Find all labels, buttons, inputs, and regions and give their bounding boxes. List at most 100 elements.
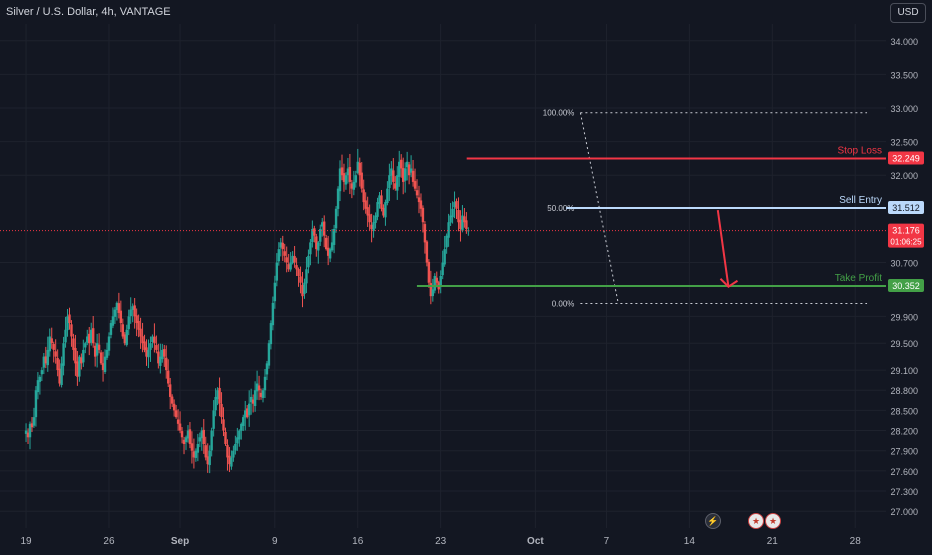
candle-body (224, 431, 227, 444)
y-tick-label: 27.900 (890, 447, 918, 457)
y-tick-label: 27.300 (890, 487, 918, 497)
candle-body (137, 320, 140, 330)
candle-body (305, 269, 308, 284)
y-tick-label: 27.000 (890, 507, 918, 517)
candle-body (228, 455, 231, 465)
candle-body (326, 247, 330, 256)
candle-body (76, 361, 79, 377)
candle-body (129, 309, 132, 317)
candle-body (90, 329, 93, 343)
candle-body (459, 219, 462, 229)
candle-body (240, 423, 243, 431)
candle-body (93, 345, 97, 357)
target-arrow-head (719, 278, 739, 289)
candle-body (230, 457, 233, 467)
candle-body (127, 316, 130, 330)
candle-body (101, 363, 105, 371)
candle-body (78, 356, 81, 377)
candle-body (378, 195, 381, 204)
candle-body (74, 347, 77, 364)
candle-body (342, 173, 346, 182)
candle-body (285, 257, 288, 263)
level-name: Stop Loss (838, 145, 882, 156)
candle-body (388, 175, 391, 189)
currency-button[interactable]: USD (890, 3, 926, 23)
candle-body (105, 349, 109, 358)
candle-body (147, 349, 150, 358)
x-tick-label: Oct (527, 536, 544, 547)
candle-body (384, 202, 387, 218)
candle-body (170, 396, 174, 404)
candle-body (451, 208, 454, 218)
candle-body (174, 410, 178, 418)
candle-body (50, 338, 53, 344)
x-tick-label: 28 (850, 536, 862, 547)
candle-body (133, 305, 136, 317)
candle-body (38, 376, 42, 382)
candle-body (267, 343, 271, 366)
candle-body (338, 168, 342, 192)
level-price-tag (888, 200, 924, 214)
candle-body (115, 302, 119, 311)
candle-body (91, 328, 95, 344)
candle-body (362, 189, 365, 203)
countdown-label: 01:06:25 (890, 238, 922, 247)
candle-body (360, 172, 363, 189)
candle-body (283, 251, 286, 256)
us-flag-icon[interactable]: ★ (765, 513, 781, 529)
candle-body (204, 445, 207, 458)
candle-body (194, 450, 198, 458)
candle-body (182, 439, 186, 444)
lightning-icon[interactable]: ⚡ (705, 513, 721, 529)
y-tick-label: 29.100 (890, 366, 918, 376)
candle-body (439, 276, 442, 288)
candle-body (121, 324, 125, 337)
candle-body (86, 336, 89, 343)
candle-body (261, 390, 265, 398)
y-tick-label: 27.600 (890, 467, 918, 477)
level-name: Sell Entry (839, 195, 882, 206)
candle-body (289, 262, 292, 270)
candle-body (216, 390, 219, 400)
candle-body (157, 351, 160, 364)
candle-body (169, 384, 172, 397)
candle-body (72, 338, 75, 350)
candle-body (301, 284, 304, 297)
candle-body (259, 392, 263, 397)
us-flag-icon[interactable]: ★ (748, 513, 764, 529)
candle-body (151, 336, 154, 343)
candle-body (95, 343, 99, 356)
candle-body (111, 316, 115, 326)
candle-body (463, 216, 466, 223)
candle-body (348, 167, 352, 182)
candle-body (52, 344, 55, 350)
y-tick-label: 32.500 (890, 138, 918, 148)
y-tick-label: 33.000 (890, 104, 918, 114)
current-price-label: 31.176 (892, 226, 920, 236)
candle-body (196, 444, 200, 453)
candle-body (48, 336, 51, 352)
level-price-label: 30.352 (892, 281, 920, 291)
y-tick-label: 33.500 (890, 70, 918, 80)
candle-body (208, 450, 211, 466)
x-tick-label: 16 (352, 536, 364, 547)
candle-body (328, 249, 332, 259)
candle-body (32, 417, 36, 426)
candle-body (125, 329, 128, 345)
candle-body (257, 385, 261, 391)
candle-body (364, 200, 367, 209)
candle-body (84, 343, 87, 348)
candle-body (113, 309, 117, 317)
candle-body (403, 168, 407, 181)
candle-body (419, 200, 423, 209)
candle-body (366, 207, 369, 216)
candle-body (457, 210, 460, 223)
candle-body (222, 419, 225, 431)
candle-body (56, 358, 59, 371)
level-name: Take Profit (835, 273, 882, 284)
candle-body (70, 324, 73, 337)
candle-body (352, 181, 356, 190)
candle-body (246, 408, 249, 418)
